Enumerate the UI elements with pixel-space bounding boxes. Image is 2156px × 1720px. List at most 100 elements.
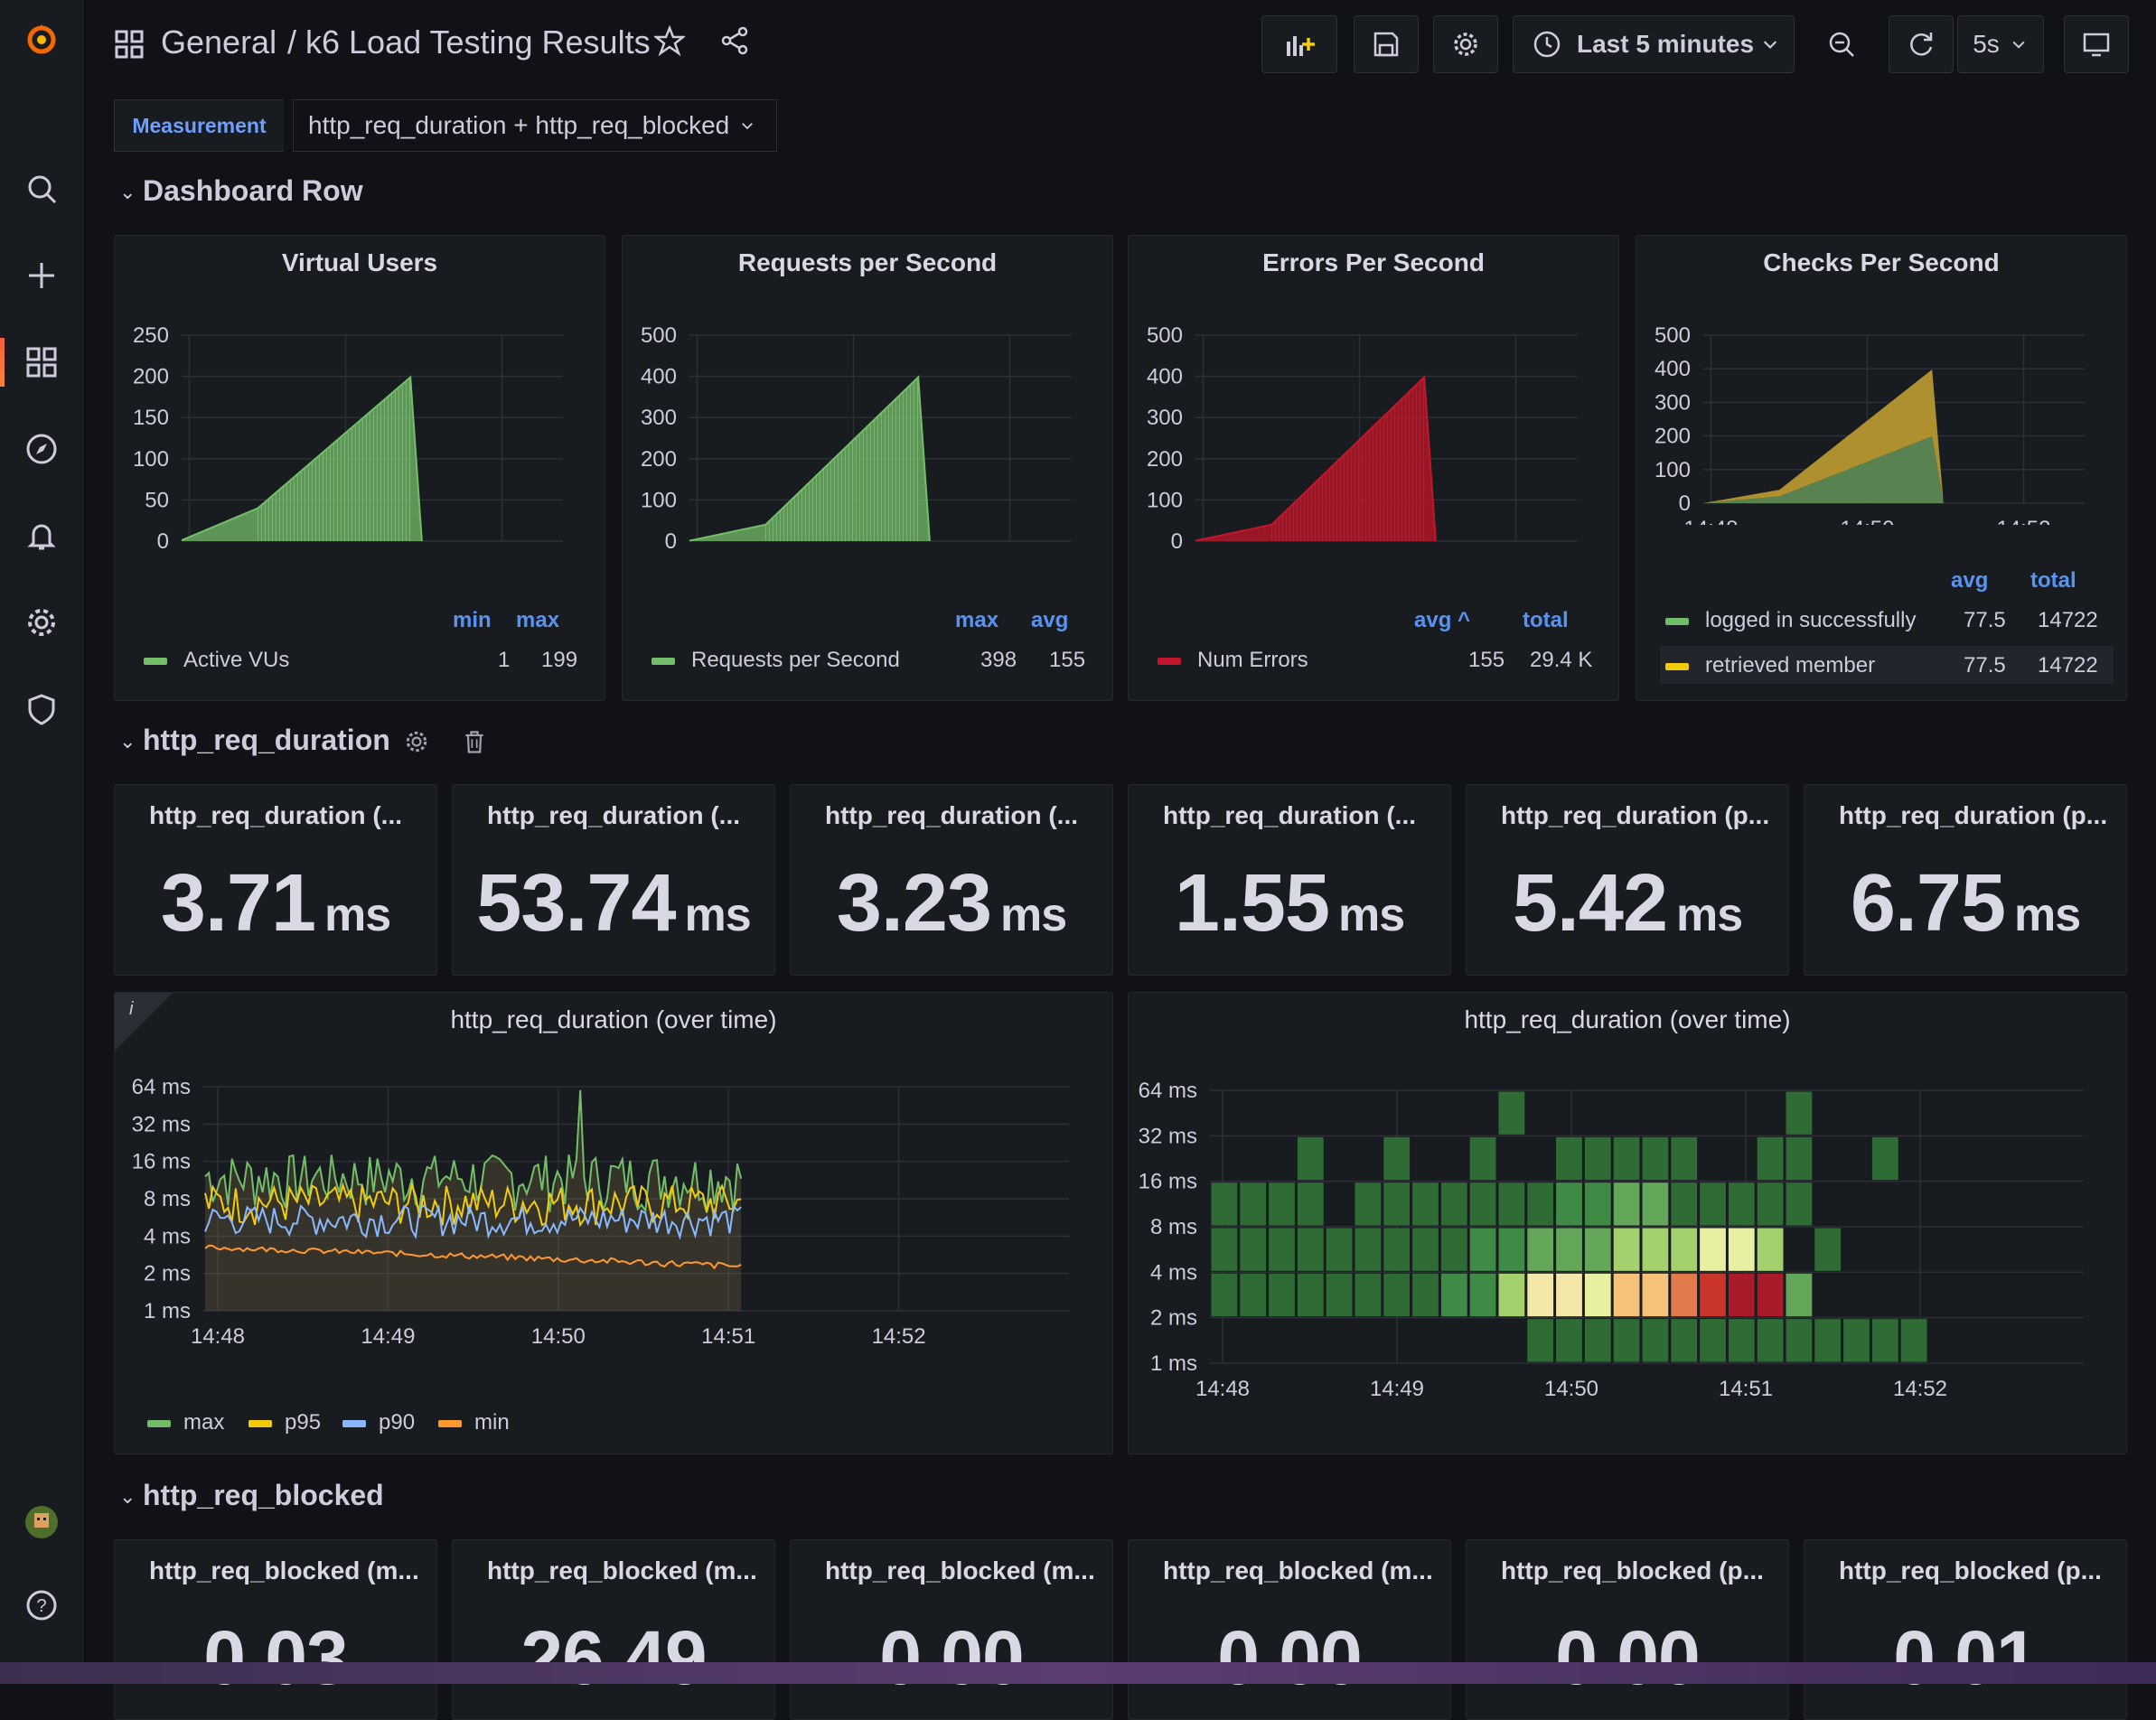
stat-value: 0.03 xyxy=(203,1615,349,1700)
stat-panel[interactable]: http_req_blocked (m... 26.49 xyxy=(452,1539,775,1720)
avatar[interactable] xyxy=(0,1491,83,1554)
stat-panel[interactable]: http_req_blocked (p... 0.00 xyxy=(1466,1539,1789,1720)
share-icon[interactable] xyxy=(719,25,750,56)
legend-item[interactable]: Num Errors xyxy=(1158,648,1308,673)
heatmap-cell xyxy=(1613,1136,1640,1181)
stat-panel[interactable]: http_req_duration (p... 5.42 ms xyxy=(1466,784,1789,976)
stat-title: http_req_blocked (p... xyxy=(1839,1556,2102,1584)
panel-info-corner[interactable]: i xyxy=(115,993,173,1051)
heatmap-cell xyxy=(1900,1319,1927,1362)
y-tick-label: 2 ms xyxy=(1150,1306,1197,1331)
legend-header-max[interactable]: max xyxy=(516,608,560,632)
page-title[interactable]: / k6 Load Testing Results xyxy=(287,23,651,61)
settings-button[interactable] xyxy=(1433,15,1498,73)
row-collapse-icon[interactable]: ⌄ xyxy=(119,1485,136,1508)
stat-panel[interactable]: http_req_blocked (m... 0.00 xyxy=(790,1539,1113,1720)
legend-header-min[interactable]: min xyxy=(453,608,492,632)
panel-virtual-users[interactable]: Virtual Users 05010015020025014:4814:501… xyxy=(114,235,605,701)
legend-value-avg: 155 xyxy=(1049,648,1086,672)
search-icon[interactable] xyxy=(0,157,83,220)
row-delete-trash-icon[interactable] xyxy=(461,728,488,755)
heatmap-cell xyxy=(1613,1228,1640,1271)
legend-header-max[interactable]: max xyxy=(955,608,999,632)
legend-item[interactable]: retrieved member xyxy=(1665,653,1875,678)
legend-item[interactable]: p90 xyxy=(342,1410,415,1435)
grafana-logo[interactable] xyxy=(0,7,83,70)
row-title-dashboard[interactable]: Dashboard Row xyxy=(143,174,363,207)
clock-icon xyxy=(1533,31,1561,58)
refresh-button[interactable] xyxy=(1889,15,1954,73)
legend-header-avg[interactable]: avg xyxy=(1951,568,1989,593)
stat-panel[interactable]: http_req_duration (... 3.23 ms xyxy=(790,784,1113,976)
add-panel-button[interactable] xyxy=(1261,15,1337,73)
stat-panel[interactable]: http_req_blocked (p... 0.01 xyxy=(1804,1539,2127,1720)
row-title-blocked[interactable]: http_req_blocked xyxy=(143,1479,384,1511)
stat-panel[interactable]: http_req_duration (... 53.74 ms xyxy=(452,784,775,976)
measurement-select[interactable]: http_req_duration + http_req_blocked xyxy=(293,99,777,152)
y-tick-label: 200 xyxy=(641,447,677,472)
tv-mode-button[interactable] xyxy=(2064,15,2129,73)
panel-duration-timeseries[interactable]: i http_req_duration (over time) 1 ms 2 ms… xyxy=(114,992,1113,1454)
legend-item[interactable]: max xyxy=(147,1410,224,1435)
help-icon[interactable]: ? xyxy=(0,1574,83,1637)
heatmap-cell xyxy=(1498,1091,1525,1135)
refresh-interval-picker[interactable]: 5s xyxy=(1957,15,2044,73)
explore-compass-icon[interactable] xyxy=(0,417,83,481)
heatmap-cell xyxy=(1412,1228,1439,1271)
panel-errors-per-second[interactable]: Errors Per Second 010020030040050014:481… xyxy=(1128,235,1619,701)
stat-value: 3.23 ms xyxy=(791,857,1112,950)
legend-item[interactable]: min xyxy=(438,1410,510,1435)
save-button[interactable] xyxy=(1354,15,1419,73)
panel-title: Virtual Users xyxy=(281,248,438,276)
stat-panel[interactable]: http_req_duration (... 1.55 ms xyxy=(1128,784,1451,976)
panel-checks-per-second[interactable]: Checks Per Second 0 100 200 300 400 500 14:48 1… xyxy=(1636,235,2127,701)
shield-icon[interactable] xyxy=(0,678,83,741)
stat-panel[interactable]: http_req_duration (... 3.71 ms xyxy=(114,784,437,976)
panel-requests-per-second[interactable]: Requests per Second 010020030040050014:4… xyxy=(622,235,1113,701)
heatmap-cell xyxy=(1728,1182,1755,1226)
stat-panel[interactable]: http_req_blocked (m... 0.03 xyxy=(114,1539,437,1720)
heatmap-cell xyxy=(1613,1273,1640,1317)
legend-series-name: Num Errors xyxy=(1197,648,1308,672)
heatmap-cell xyxy=(1642,1228,1669,1271)
heatmap-cell xyxy=(1498,1182,1525,1226)
heatmap-cell xyxy=(1297,1182,1324,1226)
y-tick-label: 100 xyxy=(133,447,169,472)
row-settings-gear-icon[interactable] xyxy=(403,728,430,755)
x-tick-label: 14:51 xyxy=(701,1324,755,1349)
heatmap-cell xyxy=(1584,1273,1611,1317)
heatmap-cell xyxy=(1757,1182,1784,1226)
row-collapse-icon[interactable]: ⌄ xyxy=(119,181,136,203)
gear-icon[interactable] xyxy=(0,591,83,654)
legend-series-name: logged in successfully xyxy=(1705,608,1917,632)
legend-item[interactable]: Active VUs xyxy=(144,648,289,673)
stat-unit: ms xyxy=(2014,889,2081,941)
stat-panel[interactable]: http_req_blocked (m... 0.00 xyxy=(1128,1539,1451,1720)
alerting-bell-icon[interactable] xyxy=(0,504,83,567)
stat-value: 53.74 ms xyxy=(453,857,774,950)
breadcrumb-folder[interactable]: General xyxy=(161,23,277,61)
panel-duration-heatmap[interactable]: http_req_duration (over time) 1 ms 2 ms 4 … xyxy=(1128,992,2127,1454)
y-tick-label: 300 xyxy=(1654,390,1691,415)
heatmap-cell xyxy=(1671,1136,1698,1181)
heatmap-cell xyxy=(1786,1182,1813,1226)
stat-panel[interactable]: http_req_duration (p... 6.75 ms xyxy=(1804,784,2127,976)
legend-header-total[interactable]: total xyxy=(2030,568,2076,593)
legend-value-max: 199 xyxy=(541,648,578,672)
heatmap-cell xyxy=(1556,1136,1582,1181)
time-range-picker[interactable]: Last 5 minutes xyxy=(1513,15,1795,73)
legend-item[interactable]: logged in successfully xyxy=(1665,608,1916,633)
save-icon xyxy=(1373,32,1399,57)
dashboards-icon[interactable] xyxy=(0,331,83,394)
legend-header-total[interactable]: total xyxy=(1523,608,1569,632)
legend-item[interactable]: Requests per Second xyxy=(651,648,900,673)
y-tick-label: 0 xyxy=(665,529,677,552)
legend-item[interactable]: p95 xyxy=(248,1410,321,1435)
legend-header-avg[interactable]: avg ^ xyxy=(1414,608,1471,632)
star-icon[interactable] xyxy=(654,25,685,56)
plus-icon[interactable] xyxy=(0,244,83,307)
zoom-out-button[interactable] xyxy=(1809,15,1874,73)
row-collapse-icon[interactable]: ⌄ xyxy=(119,730,136,752)
legend-header-avg[interactable]: avg xyxy=(1031,608,1069,632)
row-title-duration[interactable]: http_req_duration xyxy=(143,724,390,756)
